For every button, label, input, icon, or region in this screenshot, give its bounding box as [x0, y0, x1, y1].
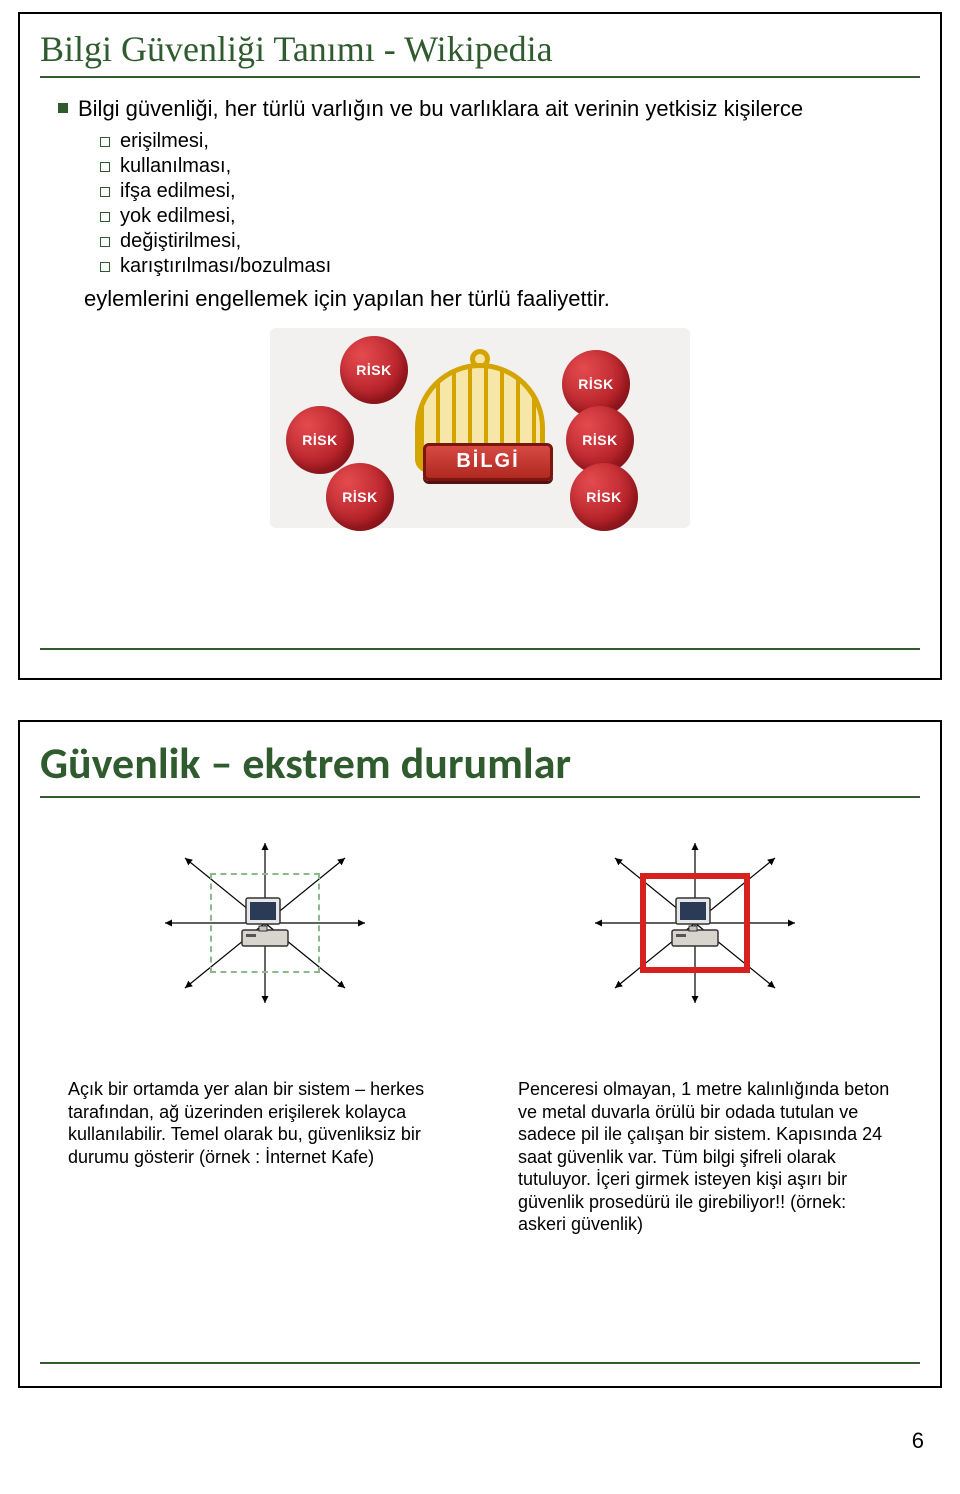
slide1-title: Bilgi Güvenliği Tanımı - Wikipedia [40, 28, 920, 70]
bullet-outline-icon [100, 262, 110, 272]
right-paragraph: Penceresi olmayan, 1 metre kalınlığında … [518, 1078, 898, 1236]
slide1-item-text: değiştirilmesi, [120, 230, 241, 253]
paragraph-row: Açık bir ortamda yer alan bir sistem – h… [40, 1078, 920, 1272]
title-rule [40, 796, 920, 798]
bullet-outline-icon [100, 212, 110, 222]
computer-icon [240, 896, 290, 951]
bullet-outline-icon [100, 237, 110, 247]
slide1-illustration-wrap: BİLGİ RİSKRİSKRİSKRİSKRİSKRİSK [40, 328, 920, 528]
bullet-square-icon [58, 103, 68, 113]
slide2-title: Güvenlik – ekstrem durumlar [40, 736, 920, 790]
slide1-item: erişilmesi, [100, 130, 920, 153]
slide1-item: ifşa edilmesi, [100, 180, 920, 203]
slide1-item: karıştırılması/bozulması [100, 255, 920, 278]
left-paragraph: Açık bir ortamda yer alan bir sistem – h… [68, 1078, 448, 1236]
risk-bilgi-illustration: BİLGİ RİSKRİSKRİSKRİSKRİSKRİSK [270, 328, 690, 528]
computer-icon [670, 896, 720, 951]
slide1-trailer: eylemlerini engellemek için yapılan her … [84, 286, 920, 312]
slide-1: Bilgi Güvenliği Tanımı - Wikipedia Bilgi… [18, 12, 942, 680]
slide-2: Güvenlik – ekstrem durumlar [18, 720, 942, 1388]
slide1-item: yok edilmesi, [100, 205, 920, 228]
title-rule [40, 76, 920, 78]
slide1-item: kullanılması, [100, 155, 920, 178]
slide-footer-rule [40, 648, 920, 650]
closed-system-diagram [585, 838, 805, 1008]
diagram-row [40, 838, 920, 1008]
bullet-outline-icon [100, 137, 110, 147]
slide1-lead-bullet: Bilgi güvenliği, her türlü varlığın ve b… [58, 94, 920, 124]
bullet-outline-icon [100, 187, 110, 197]
risk-ball: RİSK [326, 463, 394, 531]
risk-ball: RİSK [286, 406, 354, 474]
slide1-item-text: kullanılması, [120, 155, 231, 178]
risk-ball: RİSK [340, 336, 408, 404]
slide1-lead-text: Bilgi güvenliği, her türlü varlığın ve b… [78, 94, 803, 124]
slide1-item-text: erişilmesi, [120, 130, 209, 153]
risk-ball: RİSK [570, 463, 638, 531]
slide-footer-rule [40, 1362, 920, 1364]
slide1-item: değiştirilmesi, [100, 230, 920, 253]
slide1-item-text: ifşa edilmesi, [120, 180, 236, 203]
page-number: 6 [0, 1428, 960, 1454]
bilgi-plate: BİLGİ [423, 443, 553, 481]
slide1-item-text: karıştırılması/bozulması [120, 255, 331, 278]
cage-icon: BİLGİ [415, 363, 545, 493]
slide1-item-text: yok edilmesi, [120, 205, 236, 228]
open-system-diagram [155, 838, 375, 1008]
bullet-outline-icon [100, 162, 110, 172]
